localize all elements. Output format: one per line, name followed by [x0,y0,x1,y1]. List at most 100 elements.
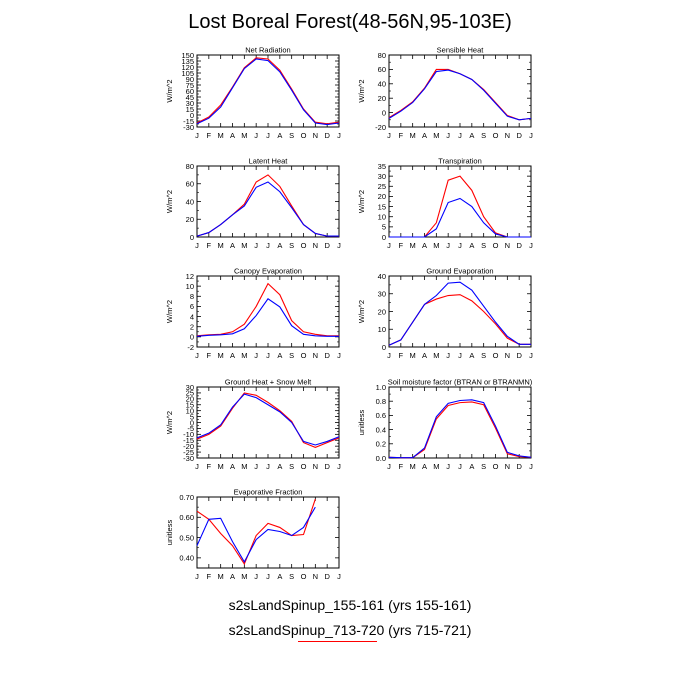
x-tick-label: N [313,241,318,250]
x-tick-label: J [195,131,199,140]
panel-title: Net Radiation [245,46,290,55]
y-tick-label: -30 [183,123,194,132]
y-tick-label: 0 [382,343,386,352]
x-tick-label: A [277,572,282,581]
y-tick-label: 0.40 [179,554,194,563]
y-axis-label: W/m^2 [165,79,174,102]
y-tick-label: -2 [187,343,194,352]
x-tick-label: A [277,241,282,250]
x-tick-label: J [446,462,450,471]
x-tick-label: F [207,241,212,250]
y-axis-label: W/m^2 [165,411,174,434]
y-tick-label: 20 [378,192,386,201]
y-tick-label: 6 [190,302,194,311]
x-tick-label: F [399,131,404,140]
y-tick-label: 10 [378,213,386,222]
x-tick-label: A [277,131,282,140]
x-tick-label: S [289,572,294,581]
x-tick-label: D [516,131,522,140]
x-tick-label: S [289,131,294,140]
x-tick-label: M [218,241,224,250]
x-tick-label: J [387,131,391,140]
x-tick-label: J [458,462,462,471]
y-tick-label: 5 [190,412,194,421]
y-tick-label: 40 [378,272,386,281]
x-tick-label: J [337,241,341,250]
series-line-1 [196,57,340,125]
y-tick-label: 2 [190,323,194,332]
x-tick-label: N [313,462,318,471]
x-tick-label: F [207,351,212,360]
x-tick-label: O [301,462,307,471]
figure-title: Lost Boreal Forest(48-56N,95-103E) [188,11,512,33]
x-tick-label: J [254,462,258,471]
y-tick-label: 75 [186,81,194,90]
x-tick-label: S [481,351,486,360]
y-tick-label: 20 [378,307,386,316]
panel-title: Ground Heat + Snow Melt [225,378,312,387]
x-tick-label: J [337,572,341,581]
x-tick-label: D [324,131,330,140]
y-tick-label: 8 [190,292,194,301]
x-tick-label: O [301,351,307,360]
y-tick-label: 15 [186,401,194,410]
y-tick-label: 25 [378,182,386,191]
y-tick-label: 45 [186,93,194,102]
x-tick-label: A [469,131,474,140]
y-tick-label: 0.8 [376,397,386,406]
x-tick-label: A [230,572,235,581]
y-tick-label: 105 [181,69,194,78]
legend-entry-2: s2sLandSpinup_713-720 (yrs 715-721) [228,622,472,638]
x-tick-label: S [481,241,486,250]
x-tick-label: D [516,462,522,471]
x-tick-label: S [289,351,294,360]
y-tick-label: -25 [183,448,194,457]
x-tick-label: J [337,462,341,471]
y-tick-label: 20 [186,215,194,224]
x-tick-label: D [516,241,522,250]
x-tick-label: M [433,462,439,471]
y-tick-label: 80 [378,51,386,60]
y-tick-label: 0.50 [179,533,194,542]
x-tick-label: A [469,351,474,360]
x-tick-label: N [505,351,510,360]
chart-panel-9: 0.400.500.600.70J F M A M J J A S O N D JEvaporative… [165,488,341,582]
y-tick-label: 10 [186,406,194,415]
plot-frame [196,496,340,569]
x-tick-label: J [195,241,199,250]
x-tick-label: J [529,131,533,140]
x-tick-label: A [469,241,474,250]
y-tick-label: -20 [183,442,194,451]
y-tick-label: -15 [183,117,194,126]
x-tick-label: M [218,131,224,140]
x-tick-label: D [324,572,330,581]
x-tick-label: N [313,572,318,581]
x-tick-label: J [529,462,533,471]
y-tick-label: 30 [378,290,386,299]
series-line-2 [196,58,340,126]
x-tick-label: N [313,131,318,140]
y-axis-label: W/m^2 [165,300,174,323]
series-line-2 [196,298,339,337]
panel-title: Soil moisture factor (BTRAN or BTRANMN) [388,378,533,387]
x-tick-label: M [410,462,416,471]
x-tick-label: F [399,351,404,360]
x-tick-label: J [254,131,258,140]
x-tick-label: A [230,241,235,250]
y-tick-label: 0 [190,333,194,342]
x-tick-label: M [433,351,439,360]
series-line-1 [196,174,339,237]
x-tick-label: O [493,462,499,471]
x-tick-label: J [337,351,341,360]
x-tick-label: J [387,241,391,250]
y-tick-label: 60 [378,65,386,74]
x-tick-label: O [493,241,499,250]
y-tick-label: 0.70 [179,493,194,502]
y-tick-label: 120 [181,63,194,72]
